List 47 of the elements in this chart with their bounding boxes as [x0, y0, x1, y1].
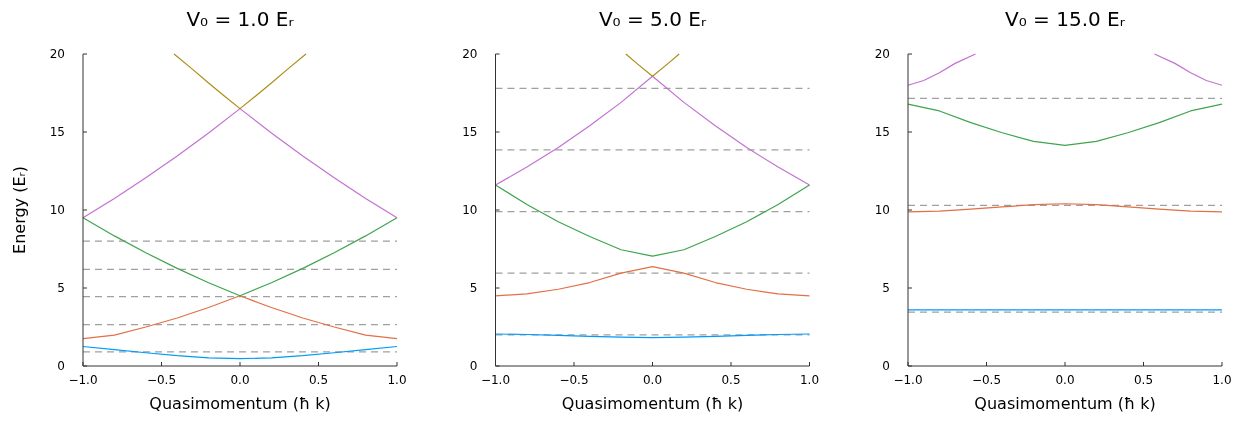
x-tick-label: 1.0	[799, 373, 820, 387]
x-tick-label: −0.5	[146, 373, 177, 387]
y-tick-label: 5	[57, 281, 65, 295]
chart-title: V₀ = 1.0 Eᵣ	[186, 7, 295, 31]
line-series	[907, 103, 1223, 147]
y-tick-label: 10	[462, 203, 478, 217]
y-axis-title: Energy (Eᵣ)	[10, 166, 29, 254]
x-axis-title: Quasimomentum (ħ k)	[561, 394, 744, 413]
x-tick-label: 0.5	[721, 373, 741, 387]
chart-title: V₀ = 5.0 Eᵣ	[598, 7, 707, 31]
x-tick-label: 1.0	[387, 373, 407, 387]
y-tick-label: 15	[462, 125, 478, 139]
y-tick-label: 20	[874, 47, 890, 61]
chart-title: V₀ = 15.0 Eᵣ	[1005, 7, 1126, 31]
x-tick-label: −1.0	[893, 373, 923, 387]
line-series	[82, 295, 398, 340]
line-series	[494, 184, 811, 257]
y-tick-label: 0	[882, 359, 890, 373]
line-series	[494, 266, 811, 297]
y-tick-label: 10	[49, 203, 65, 217]
x-tick-label: −1.0	[480, 373, 511, 387]
x-tick-label: 1.0	[1212, 373, 1232, 387]
y-tick-label: 5	[882, 281, 890, 295]
x-axis-title: Quasimomentum (ħ k)	[149, 394, 331, 413]
line-series	[82, 108, 398, 219]
x-axis-title: Quasimomentum (ħ k)	[974, 394, 1156, 413]
y-tick-label: 15	[874, 125, 890, 139]
line-series	[173, 53, 307, 110]
y-tick-label: 5	[469, 281, 478, 295]
x-tick-label: −0.5	[971, 373, 1002, 387]
y-tick-label: 10	[874, 203, 890, 217]
line-series	[494, 75, 811, 186]
x-tick-label: 0.5	[308, 373, 329, 387]
y-tick-label: 15	[49, 125, 65, 139]
y-tick-label: 0	[57, 359, 65, 373]
x-tick-label: 0.0	[230, 373, 250, 387]
x-tick-label: −1.0	[68, 373, 98, 387]
x-tick-label: 0.0	[642, 373, 663, 387]
y-tick-label: 0	[469, 359, 478, 373]
x-tick-label: 0.0	[1055, 373, 1075, 387]
line-series	[82, 217, 398, 297]
x-tick-label: −0.5	[559, 373, 589, 387]
x-tick-label: 0.5	[1133, 373, 1154, 387]
line-series	[907, 203, 1223, 213]
y-tick-label: 20	[49, 47, 65, 61]
line-series	[82, 345, 398, 360]
y-tick-label: 20	[462, 47, 478, 61]
